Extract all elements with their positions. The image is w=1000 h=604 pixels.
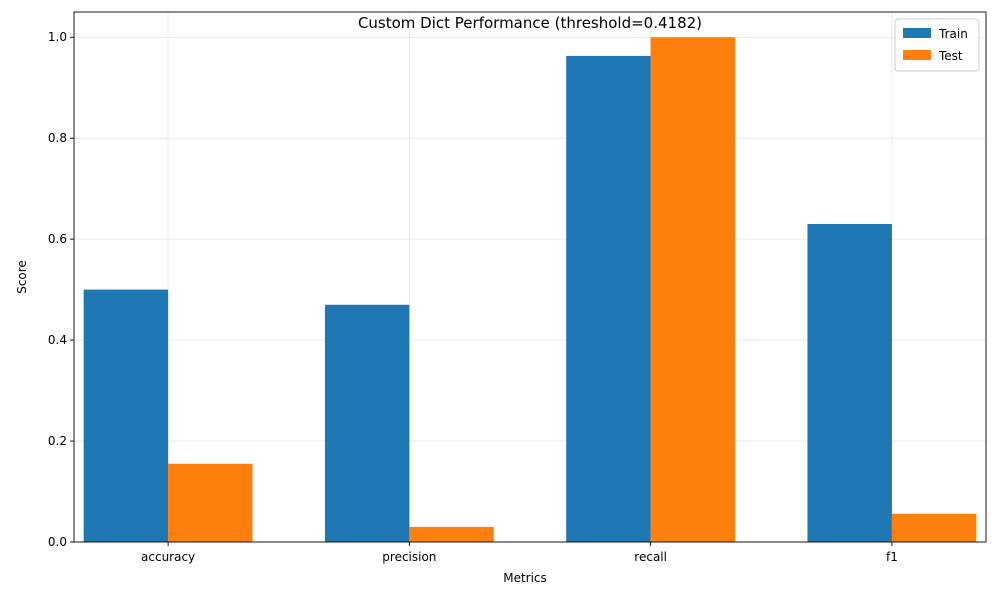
legend-label-test: Test: [938, 49, 963, 63]
bar-train-precision: [324, 304, 410, 542]
bars: [83, 37, 977, 543]
y-tick-label: 0.2: [48, 434, 67, 448]
x-tick-label: accuracy: [141, 550, 195, 564]
y-tick-label: 1.0: [48, 30, 67, 44]
chart-title: Custom Dict Performance (threshold=0.418…: [358, 14, 702, 32]
bar-test-accuracy: [168, 463, 253, 542]
legend-swatch-train: [903, 28, 931, 38]
bar-test-precision: [409, 526, 494, 542]
legend: Train Test: [894, 18, 980, 72]
x-axis-ticks: accuracy precision recall f1: [141, 542, 898, 564]
x-tick-label: f1: [886, 550, 898, 564]
bar-train-recall: [566, 55, 651, 543]
plot-frame: [73, 11, 987, 543]
bar-test-recall: [650, 37, 736, 542]
bar-train-accuracy: [83, 289, 169, 542]
y-axis-label: Score: [15, 260, 29, 294]
x-tick-label: recall: [634, 550, 667, 564]
x-axis-label: Metrics: [503, 571, 547, 585]
y-tick-label: 0.8: [48, 131, 67, 145]
y-tick-label: 0.4: [48, 333, 67, 347]
legend-swatch-test: [903, 50, 931, 60]
y-tick-label: 0.0: [48, 535, 67, 549]
y-tick-label: 0.6: [48, 232, 67, 246]
legend-label-train: Train: [938, 27, 968, 41]
bar-test-f1: [891, 513, 977, 542]
y-axis-ticks: 0.0 0.2 0.4 0.6 0.8 1.0: [48, 30, 74, 549]
x-tick-label: precision: [382, 550, 436, 564]
bar-train-f1: [807, 224, 892, 542]
